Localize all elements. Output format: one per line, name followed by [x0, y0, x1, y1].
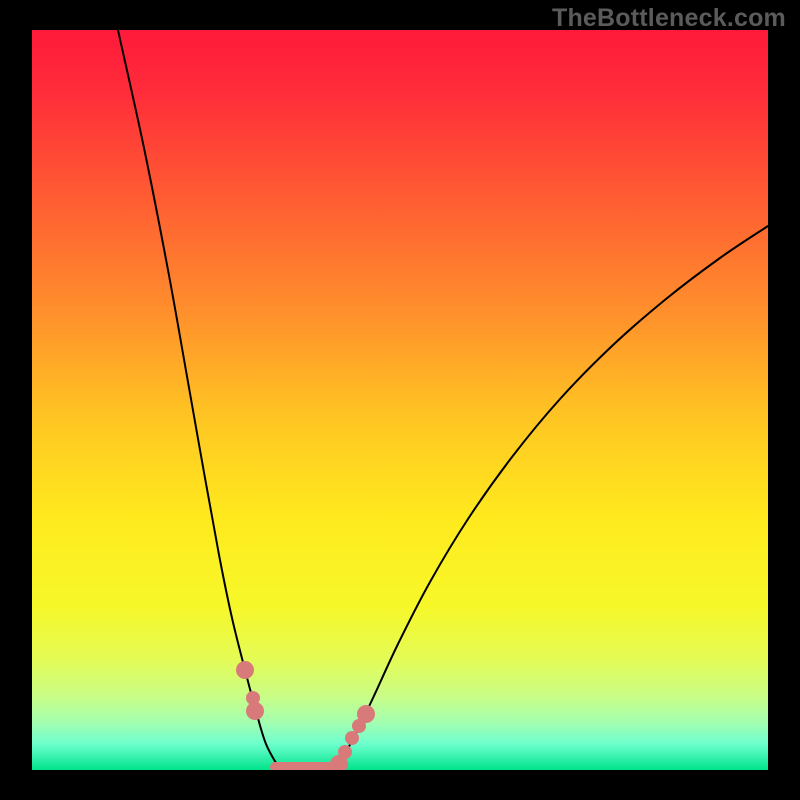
marker-dot	[236, 661, 254, 679]
marker-dot	[357, 705, 375, 723]
chart-svg	[0, 0, 800, 800]
marker-dot	[246, 702, 264, 720]
marker-dot	[338, 745, 352, 759]
marker-dot	[345, 731, 359, 745]
chart-frame: TheBottleneck.com	[0, 0, 800, 800]
watermark-text: TheBottleneck.com	[552, 4, 786, 33]
